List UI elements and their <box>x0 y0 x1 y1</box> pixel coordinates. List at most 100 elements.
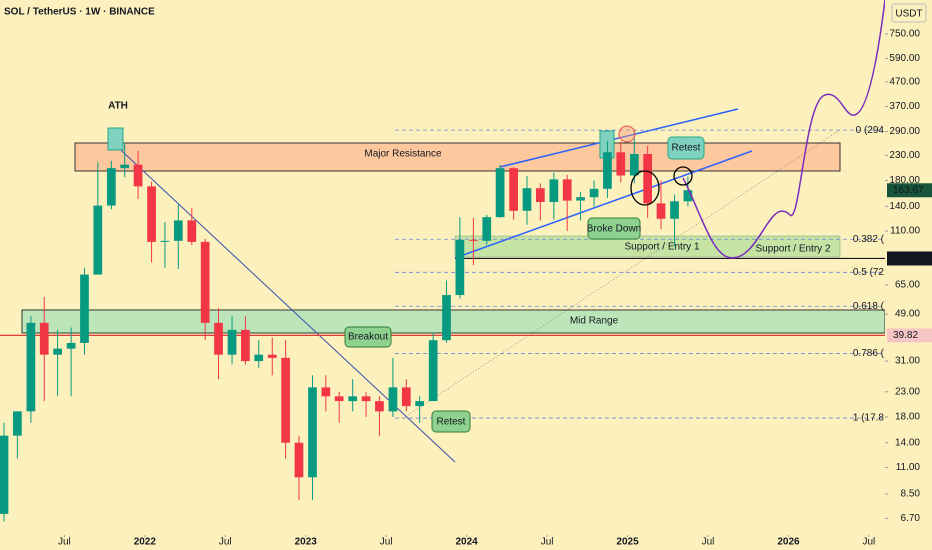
candle-body <box>227 329 237 355</box>
price-badge-label: 39.82 <box>893 330 918 341</box>
x-tick-label: Jul <box>58 537 71 548</box>
candle-body <box>643 153 653 204</box>
y-tick-label: 18.00 <box>895 412 920 423</box>
y-tick-label: 590.00 <box>889 53 920 64</box>
candle-body <box>53 348 62 355</box>
y-tick-label: 31.00 <box>895 356 920 367</box>
x-tick-label: 2023 <box>295 537 318 548</box>
candle-body <box>388 387 398 412</box>
projection-path <box>682 0 886 259</box>
fib-label: 0.382 ( <box>853 234 885 245</box>
y-tick-label: 750.00 <box>889 29 920 40</box>
candle-body <box>0 435 9 514</box>
annotation: Broke Down <box>587 224 641 235</box>
x-tick-label: 2025 <box>616 537 639 548</box>
fib-label: 0.618 ( <box>853 301 885 312</box>
x-tick-label: Jul <box>863 537 876 548</box>
candle-body <box>173 220 183 241</box>
candle-body <box>562 179 572 201</box>
candle-body <box>589 188 599 198</box>
candle-body <box>267 354 277 358</box>
axes: 750.00 590.00 470.00 370.00 290.00 230.00 180.… <box>58 29 932 548</box>
annotation: Support / Entry 1 <box>624 242 699 253</box>
candle-body <box>321 387 331 397</box>
candle-body <box>428 340 438 402</box>
candle-body <box>656 203 666 219</box>
retest-high-callout <box>667 136 705 160</box>
y-tick-label: 110.00 <box>890 226 920 237</box>
candle-body <box>482 217 492 241</box>
mid-range-zone <box>21 309 886 334</box>
candle-body <box>415 401 425 407</box>
annotation: Retest <box>672 143 701 154</box>
candle-body <box>66 342 76 349</box>
chart-title: SOL / TetherUS · 1W · BINANCE <box>4 7 155 18</box>
candle-body <box>281 357 290 443</box>
y-tick-label: 14.00 <box>895 437 920 448</box>
candle-body <box>106 168 116 206</box>
y-tick-label: 230.00 <box>889 150 920 161</box>
candle-body <box>147 186 156 242</box>
annotation: ATH <box>108 101 128 112</box>
y-tick-label: 140.00 <box>889 201 920 212</box>
support-zone <box>454 235 841 258</box>
annotation: Major Resistance <box>364 149 442 160</box>
x-tick-label: 2026 <box>777 537 800 548</box>
candle-body <box>26 322 36 412</box>
price-badge <box>887 328 932 343</box>
candle-body <box>133 164 143 187</box>
y-tick-label: 8.50 <box>901 489 921 500</box>
y-axis-panel <box>885 0 932 550</box>
annotation: Breakout <box>348 332 388 343</box>
fib-label: 0 (294 <box>856 125 885 136</box>
candle-body <box>93 205 103 275</box>
candle-body <box>361 396 371 402</box>
y-tick-label: 370.00 <box>889 101 920 112</box>
y-tick-label: 49.00 <box>895 309 920 320</box>
price-badge <box>887 251 932 266</box>
retest-circle <box>673 166 693 186</box>
currency: USDT <box>895 9 922 20</box>
candle-body <box>495 168 505 218</box>
ath-box <box>107 127 124 151</box>
candle-body <box>80 274 89 343</box>
candle-body <box>509 168 518 211</box>
retest-callout <box>431 410 471 433</box>
candle-body <box>214 322 223 355</box>
y-tick-label: 470.00 <box>889 77 920 88</box>
candle-body <box>13 411 22 436</box>
x-tick-label: Jul <box>702 537 715 548</box>
candle-body <box>442 295 451 341</box>
y-tick-label: 290.00 <box>889 126 920 137</box>
candle-body <box>334 396 344 402</box>
top-circle <box>618 125 636 143</box>
annotation: Retest <box>437 417 466 428</box>
fib-label: 0.786 ( <box>853 348 885 359</box>
x-tick-label: Jul <box>219 537 232 548</box>
candle-body <box>254 354 264 362</box>
candle-body <box>535 188 545 202</box>
dotted-trendline <box>407 129 841 416</box>
candle-body <box>455 239 465 296</box>
breakout-callout <box>344 326 392 348</box>
candle-body <box>160 240 170 242</box>
descending-trendline <box>109 139 456 463</box>
annotation: Support / Entry 2 <box>755 244 830 255</box>
candle-body <box>39 322 49 355</box>
x-tick-label: 2024 <box>456 537 479 548</box>
candle-body <box>522 188 532 211</box>
major-resistance-zone <box>74 142 841 172</box>
candle-body <box>549 179 559 202</box>
candle-body <box>670 201 679 219</box>
x-tick-label: 2022 <box>134 537 157 548</box>
annotation: Mid Range <box>570 316 619 327</box>
candle-body <box>120 164 130 169</box>
y-tick-label: 6.70 <box>901 513 921 524</box>
x-tick-label: Jul <box>541 537 554 548</box>
broke-down-callout <box>587 217 641 240</box>
candle-body <box>200 241 210 323</box>
candle-body <box>308 387 317 478</box>
candle-body <box>401 387 411 407</box>
candle-body <box>241 329 250 362</box>
